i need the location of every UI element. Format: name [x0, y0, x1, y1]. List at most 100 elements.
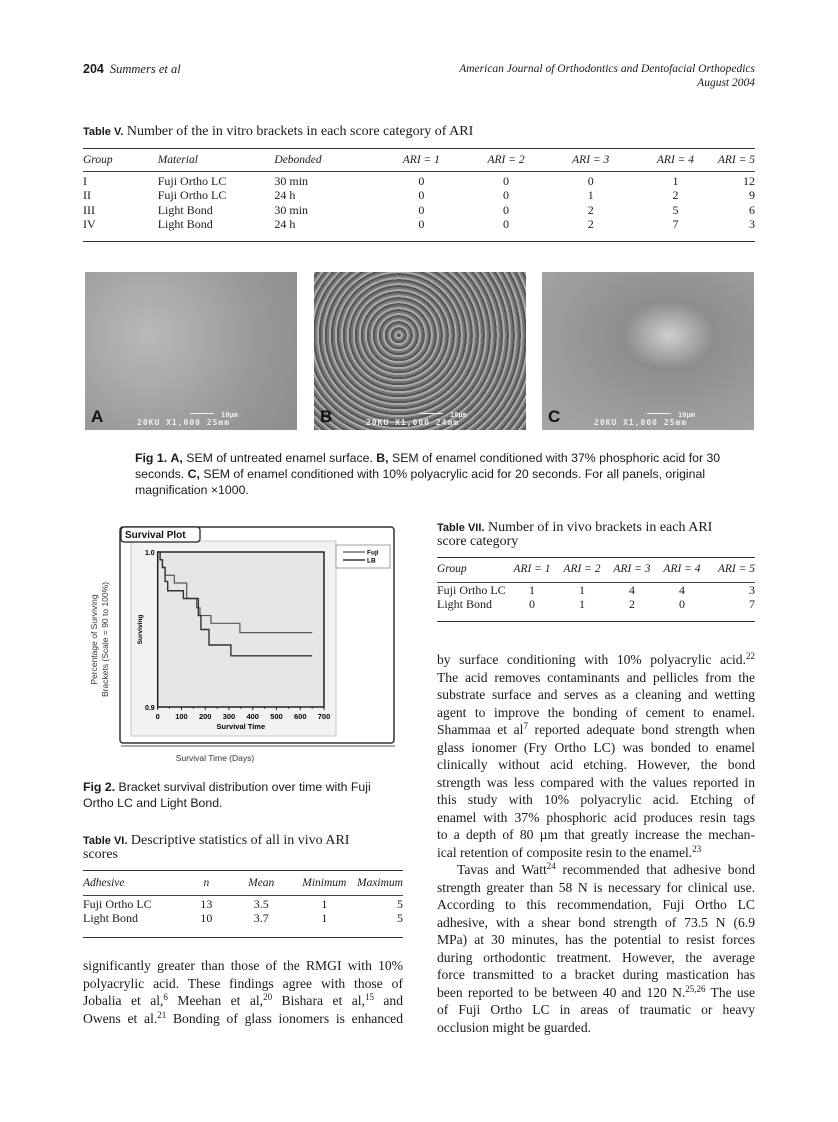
x-tick-label: 100	[175, 712, 188, 721]
table7-caption: Table VII. Number of in vivo brackets in…	[437, 521, 712, 549]
table-cell: 1	[529, 582, 535, 597]
text-span: MPa) at 30 minutes, has the potential to…	[437, 932, 755, 947]
page-number: 204	[83, 62, 104, 76]
table-cell: IV	[83, 217, 96, 231]
text-span: enamel with 37% phosphoric acid produces…	[437, 809, 755, 825]
text-span: strength greater than 58 N is necessary …	[437, 879, 755, 895]
table-row: II Fuji Ortho LC 24 h 0 0 1 2 9	[83, 188, 755, 203]
caption-text: B,	[376, 451, 389, 465]
column-header: ARI = 5	[717, 563, 755, 575]
table-cell: 7	[672, 217, 679, 231]
scale-bar	[647, 412, 671, 414]
text-line: Shammaa et al7 reported adequate bond st…	[437, 721, 755, 739]
table-cell: 3	[749, 217, 755, 231]
text-span: adhesive, with a shear bond strength of …	[437, 914, 755, 930]
table-cell: 0	[587, 173, 594, 188]
text-span: Owens et al.	[83, 1010, 158, 1026]
table-cell: 3	[749, 582, 755, 597]
text-line: significantly greater than those of the …	[83, 957, 403, 975]
body-text-left: significantly greater than those of the …	[83, 957, 403, 1027]
table-cell: 0	[418, 202, 425, 217]
authors: Summers et al	[109, 62, 181, 76]
column-header: Mean	[248, 877, 275, 889]
fig2-caption-text: Bracket survival distribution over time …	[115, 780, 371, 794]
issue-date: August 2004	[697, 77, 755, 89]
column-header: Debonded	[274, 154, 322, 166]
table-cell: 2	[587, 217, 594, 231]
caption-text: SEM of enamel conditioned with 37% phosp…	[135, 451, 721, 481]
chart-title: Survival Plot	[125, 530, 186, 541]
table-row: Light Bond 10 3.7 1 5	[83, 911, 403, 926]
text-line: strength was less compared with the valu…	[437, 774, 755, 792]
table-row: IV Light Bond 24 h 0 0 2 7 3	[83, 217, 755, 232]
title-box	[120, 526, 201, 543]
table-cell: 0	[529, 597, 535, 611]
text-span: force transmitted to a bracket during ma…	[437, 967, 755, 982]
table-cell: 4	[629, 582, 635, 597]
table-cell: II	[83, 188, 91, 202]
fig1-caption: Fig 1. A, SEM of untreated enamel surfac…	[135, 450, 725, 498]
scale-bar-label: 10µm	[678, 411, 695, 419]
text-line: Owens et al.21 Bonding of glass ionomers…	[83, 1010, 403, 1028]
table6-header-row: Adhesive n Mean Minimum Maximum	[83, 876, 403, 891]
table7-top-rule	[437, 557, 755, 558]
column-header: ARI = 2	[563, 563, 601, 575]
table7-label: Table VII.	[437, 522, 485, 534]
table-cell: Fuji Ortho LC	[157, 173, 227, 188]
text-line: MPa) at 30 minutes, has the potential to…	[437, 931, 755, 949]
column-header: Adhesive	[83, 877, 125, 889]
legend-label: Fuji	[367, 550, 379, 557]
table-cell: 1	[672, 173, 679, 188]
text-line: glass ionomer (Fry Ortho LC) was bonded …	[437, 739, 755, 757]
x-tick-label: 700	[318, 712, 331, 721]
text-line: enamel with 37% phosphoric acid produces…	[437, 809, 755, 827]
table5-header-row: Group Material Debonded ARI = 1 ARI = 2 ARI =…	[83, 153, 755, 168]
text-line: to a depth of 80 µm that greatly increas…	[437, 826, 755, 844]
text-line: ical retention of composite resin to the…	[437, 844, 755, 862]
table5: Group Material Debonded ARI = 1 ARI = 2 ARI =…	[83, 153, 755, 232]
survival-chart: Survival Plot 0 100 200 300 400 500 600 700 1.0 0.…	[89, 526, 395, 763]
series-line-lb	[157, 551, 313, 657]
text-span: during orthodontic treatment. However, t…	[437, 949, 755, 965]
y-tick-label: 0.9	[145, 705, 155, 712]
sem-panel-b: B 10µm 20KU X1,000 24mm	[314, 272, 526, 430]
table-cell: 0	[418, 188, 425, 202]
table-cell: 0	[503, 173, 510, 188]
table-cell: III	[83, 202, 95, 217]
x-tick-label: 0	[156, 712, 160, 721]
text-line: agent to improve the bonding of cement t…	[437, 704, 755, 722]
text-span: to a depth of 80 µm that greatly increas…	[437, 827, 755, 842]
table-row: Fuji Ortho LC 13 3.5 1 5	[83, 891, 403, 912]
table-cell: 0	[503, 188, 510, 202]
table-cell: 2	[629, 597, 635, 611]
text-line: polyacrylic acid. These findings agree w…	[83, 975, 403, 993]
table-cell: 3.7	[253, 911, 269, 925]
citation-superscript: 22	[746, 651, 755, 661]
journal-name: American Journal of Orthodontics and Den…	[459, 63, 755, 75]
sem-info-label: 20KU X1,000 25mm	[594, 418, 688, 427]
column-header: ARI = 4	[663, 563, 701, 575]
text-span: this study with 10% polyacrylic acid. Et…	[437, 792, 755, 807]
x-tick-label: 200	[199, 712, 212, 721]
text-line: strength greater than 58 N is necessary …	[437, 879, 755, 897]
text-line: substrate surface and serves as a cleani…	[437, 686, 755, 704]
column-header: Material	[157, 154, 198, 166]
table-cell: 5	[397, 896, 403, 911]
table7-title-2: score category	[437, 534, 519, 549]
table5-bottom-rule	[83, 241, 755, 242]
citation-superscript: 23	[692, 843, 702, 854]
sem-info-label: 20KU X1,000 24mm	[366, 418, 460, 427]
column-header: Group	[437, 563, 467, 575]
caption-text: SEM of untreated enamel surface.	[182, 451, 377, 465]
text-span: Jobalia et al,	[83, 993, 164, 1008]
table-cell: 0	[503, 202, 510, 217]
text-span: The acid removes contaminants and pellic…	[437, 669, 755, 685]
text-span: strength was less compared with the valu…	[437, 774, 755, 790]
text-span: ical retention of composite resin to the…	[437, 844, 693, 860]
scale-bar	[190, 412, 214, 414]
text-span: Shammaa et al	[437, 722, 524, 737]
table-cell: 4	[679, 582, 685, 597]
text-line: of Fuji Ortho LC in areas of traumatic o…	[437, 1001, 755, 1019]
table-cell: 13	[200, 896, 213, 911]
text-line: been reported to be between 40 and 120 N…	[437, 984, 755, 1002]
